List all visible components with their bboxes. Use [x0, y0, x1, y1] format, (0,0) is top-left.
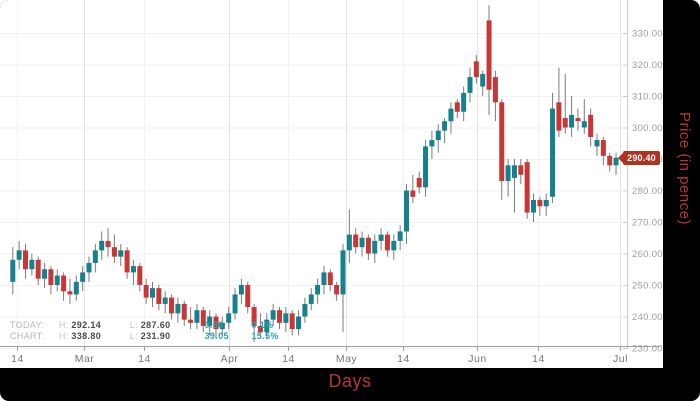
svg-text:Apr: Apr: [221, 353, 239, 365]
chart-stats-row: CHART: H: 338.80 L: 231.90 39.05 15.5%: [10, 331, 279, 342]
svg-text:14: 14: [138, 353, 151, 365]
chart-high-value: 338.80: [71, 331, 102, 341]
chart-change-value: 39.05: [204, 331, 229, 341]
today-high-key: H:: [58, 320, 69, 330]
y-axis-title: Price (in pence): [676, 112, 693, 226]
svg-text:320.00: 320.00: [632, 60, 663, 71]
today-change-value: 0.30: [204, 320, 224, 330]
svg-text:240.00: 240.00: [632, 312, 663, 323]
svg-text:14: 14: [532, 353, 545, 365]
svg-text:Jun: Jun: [468, 353, 486, 365]
svg-text:330.00: 330.00: [632, 29, 663, 40]
svg-text:280.00: 280.00: [632, 186, 663, 197]
svg-text:14: 14: [11, 353, 24, 365]
today-low-value: 287.60: [140, 320, 171, 330]
chart-low-value: 231.90: [140, 331, 171, 341]
today-high-value: 292.14: [71, 320, 102, 330]
svg-text:310.00: 310.00: [632, 92, 663, 103]
svg-text:230.00: 230.00: [632, 344, 663, 355]
x-axis-title: Days: [328, 371, 372, 391]
chart-high-key: H:: [58, 331, 69, 341]
chart-low-key: L:: [129, 331, 138, 341]
svg-text:14: 14: [397, 353, 410, 365]
svg-text:270.00: 270.00: [632, 218, 663, 229]
svg-text:Mar: Mar: [75, 353, 95, 365]
current-price-value: 290.40: [627, 152, 656, 163]
svg-text:May: May: [336, 353, 358, 365]
svg-text:14: 14: [282, 353, 295, 365]
today-label: TODAY:: [10, 320, 45, 330]
current-price-badge: 290.40: [618, 150, 660, 165]
today-low-key: L:: [129, 320, 138, 330]
chart-change-pct: 15.5%: [251, 331, 279, 341]
today-stats-row: TODAY: H: 292.14 L: 287.60 0.30 0.1%: [10, 320, 279, 331]
chart-label: CHART:: [10, 331, 45, 341]
svg-text:300.00: 300.00: [632, 123, 663, 134]
today-change-pct: 0.1%: [251, 320, 274, 330]
summary-legend: TODAY: H: 292.14 L: 287.60 0.30 0.1% CHA…: [10, 320, 279, 342]
svg-text:Jul: Jul: [613, 353, 628, 365]
candlestick-plot[interactable]: 230.00 240.00 250.00 260.00 270.00 280.00 290.…: [0, 0, 663, 368]
svg-text:250.00: 250.00: [632, 281, 663, 292]
svg-text:260.00: 260.00: [632, 249, 663, 260]
